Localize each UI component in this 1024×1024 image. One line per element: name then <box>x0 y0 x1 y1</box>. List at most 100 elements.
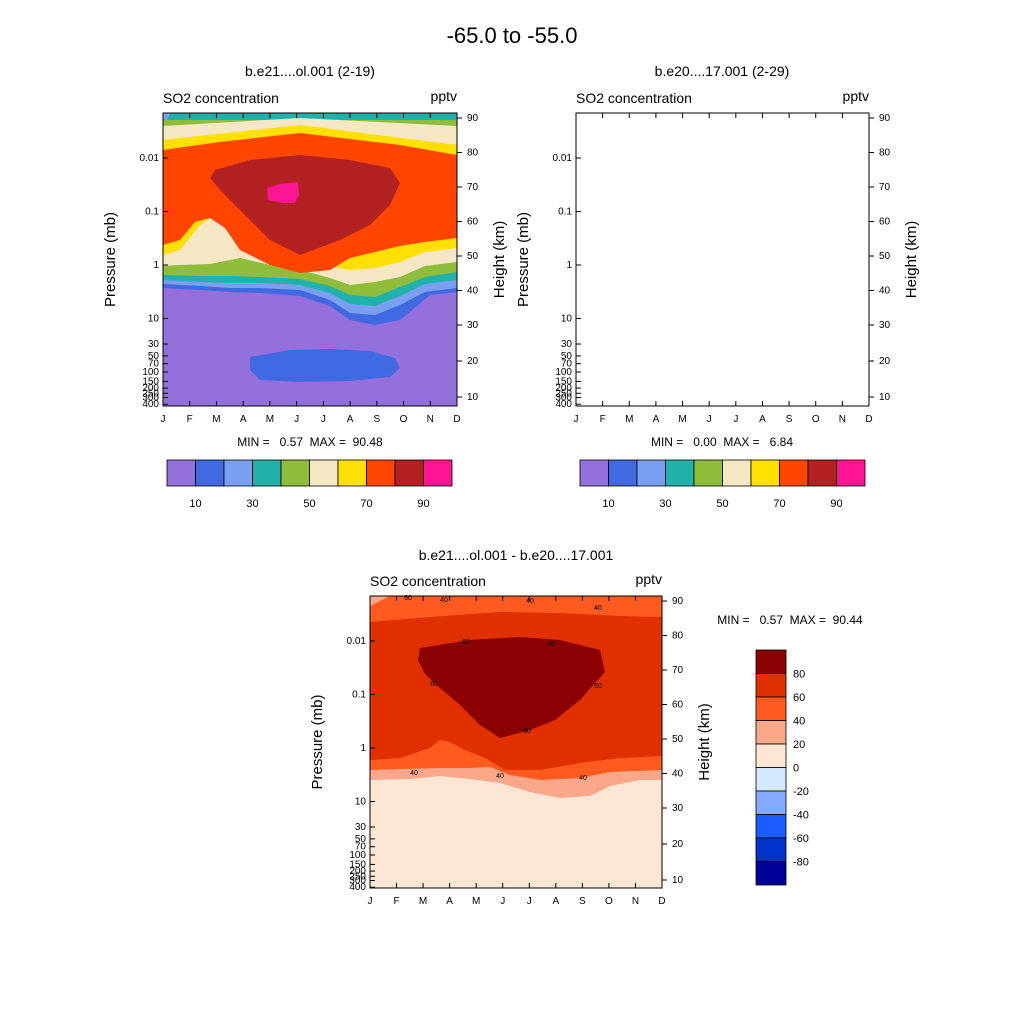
x-tick-label: N <box>632 896 639 907</box>
x-tick-label: N <box>839 414 846 425</box>
y2-tick-label: 50 <box>879 251 891 262</box>
x-tick-label: A <box>446 896 453 907</box>
y2-axis-label: Height (km) <box>491 221 508 299</box>
contour-band <box>267 182 299 203</box>
x-tick-label: F <box>393 896 399 907</box>
y2-tick-label: 10 <box>467 392 479 403</box>
y-tick-label: 250 <box>555 388 572 399</box>
y2-tick-label: 40 <box>467 286 479 297</box>
y-tick-label: 30 <box>561 339 573 350</box>
x-tick-label: F <box>600 414 606 425</box>
x-tick-label: N <box>427 414 434 425</box>
colorbar-box <box>166 459 196 487</box>
colorbar-tick-label: 10 <box>602 498 614 510</box>
colorbar-box <box>722 459 752 487</box>
y-tick-label: 70 <box>148 359 160 370</box>
y2-tick-label: 80 <box>672 631 684 642</box>
panel-1-contour-field <box>163 113 457 406</box>
contour-label: 40 <box>410 770 418 777</box>
panel-3-plot-frame <box>369 595 663 889</box>
y-tick-label: 0.1 <box>558 207 572 218</box>
y-tick-label: 100 <box>555 367 572 378</box>
panel-3-colorbar: 80 60 40 20 0 -20 -40 -60 -80 <box>755 649 809 886</box>
colorbar-tick-label: -60 <box>793 833 809 845</box>
panel-2-colorbar: 10 30 50 70 90 <box>579 459 866 510</box>
y2-tick-label: 70 <box>672 665 684 676</box>
contour-label: 40 <box>440 597 448 604</box>
y-tick-label: 70 <box>561 359 573 370</box>
y-tick-label: 200 <box>349 866 366 877</box>
x-tick-label: O <box>605 896 613 907</box>
colorbar-box <box>755 649 787 674</box>
contour-label: 60 <box>523 728 531 735</box>
y2-tick-label: 60 <box>672 700 684 711</box>
panel-3-minmax: MIN = 0.57 MAX = 90.44 <box>717 613 863 627</box>
y-tick-label: 300 <box>349 876 366 887</box>
y-tick-label: 300 <box>142 393 159 404</box>
panel-2-axes: J F M A M J J A S O N D0.010.1110305070100150200250… <box>515 113 920 425</box>
x-tick-label: A <box>759 414 766 425</box>
panel-1-minmax: MIN = 0.57 MAX = 90.48 <box>237 435 383 449</box>
panel-2: b.e20....17.001 (2-29) SO2 concentration… <box>515 63 920 510</box>
x-tick-label: M <box>678 414 686 425</box>
colorbar-tick-label: 90 <box>830 498 842 510</box>
panel-3-axes: J F M A M J J A S O N D0.010.1110305070100150200250… <box>309 596 713 907</box>
y-tick-label: 150 <box>555 376 572 387</box>
colorbar-box <box>423 459 453 487</box>
y2-axis-label: Height (km) <box>696 703 713 781</box>
y2-tick-label: 80 <box>467 148 479 159</box>
colorbar-box <box>608 459 638 487</box>
panel-2-variable-label: SO2 concentration <box>576 90 692 106</box>
colorbar-box <box>755 837 787 862</box>
colorbar-box <box>394 459 424 487</box>
colorbar-tick-label: -40 <box>793 810 809 822</box>
x-tick-label: D <box>658 896 665 907</box>
y-axis-label: Pressure (mb) <box>515 212 532 307</box>
y2-tick-label: 10 <box>672 875 684 886</box>
colorbar-box <box>755 814 787 839</box>
y-tick-label: 50 <box>561 351 573 362</box>
y-tick-label: 400 <box>142 399 159 410</box>
y2-tick-label: 20 <box>879 356 891 367</box>
x-tick-label: M <box>472 896 480 907</box>
y-tick-label: 0.1 <box>352 690 366 701</box>
colorbar-box <box>755 790 787 815</box>
y2-tick-label: 90 <box>672 596 684 607</box>
colorbar-box <box>636 459 666 487</box>
panel-1-title: b.e21....ol.001 (2-19) <box>245 63 375 79</box>
colorbar-box <box>779 459 809 487</box>
panel-1-plot-frame <box>162 112 458 407</box>
colorbar-tick-label: 40 <box>793 716 805 728</box>
contour-label: 40 <box>594 605 602 612</box>
y-tick-label: 30 <box>148 339 160 350</box>
y2-tick-label: 80 <box>879 148 891 159</box>
colorbar-box <box>195 459 225 487</box>
colorbar-tick-label: 50 <box>303 498 315 510</box>
x-tick-label: O <box>400 414 408 425</box>
contour-band <box>250 349 400 382</box>
colorbar-tick-label: 70 <box>360 498 372 510</box>
panel-2-minmax: MIN = 0.00 MAX = 6.84 <box>651 435 793 449</box>
colorbar-tick-label: 20 <box>793 739 805 751</box>
colorbar-box <box>755 673 787 698</box>
colorbar-box <box>750 459 780 487</box>
contour-band <box>418 637 605 738</box>
colorbar-box <box>337 459 367 487</box>
contour-label: 60 <box>404 595 412 602</box>
x-tick-label: M <box>419 896 427 907</box>
y-tick-label: 1 <box>566 260 572 271</box>
colorbar-box <box>665 459 695 487</box>
colorbar-box <box>755 696 787 721</box>
y-tick-label: 250 <box>142 388 159 399</box>
panel-3-contour-field <box>370 596 662 888</box>
y2-tick-label: 50 <box>672 734 684 745</box>
y2-tick-label: 70 <box>467 182 479 193</box>
x-tick-label: M <box>266 414 274 425</box>
x-tick-label: J <box>527 896 532 907</box>
panel-1-units-label: pptv <box>431 88 457 104</box>
x-tick-label: A <box>240 414 247 425</box>
colorbar-tick-label: 10 <box>189 498 201 510</box>
contour-label: 40 <box>579 775 587 782</box>
y-tick-label: 400 <box>555 399 572 410</box>
colorbar-tick-label: 30 <box>246 498 258 510</box>
